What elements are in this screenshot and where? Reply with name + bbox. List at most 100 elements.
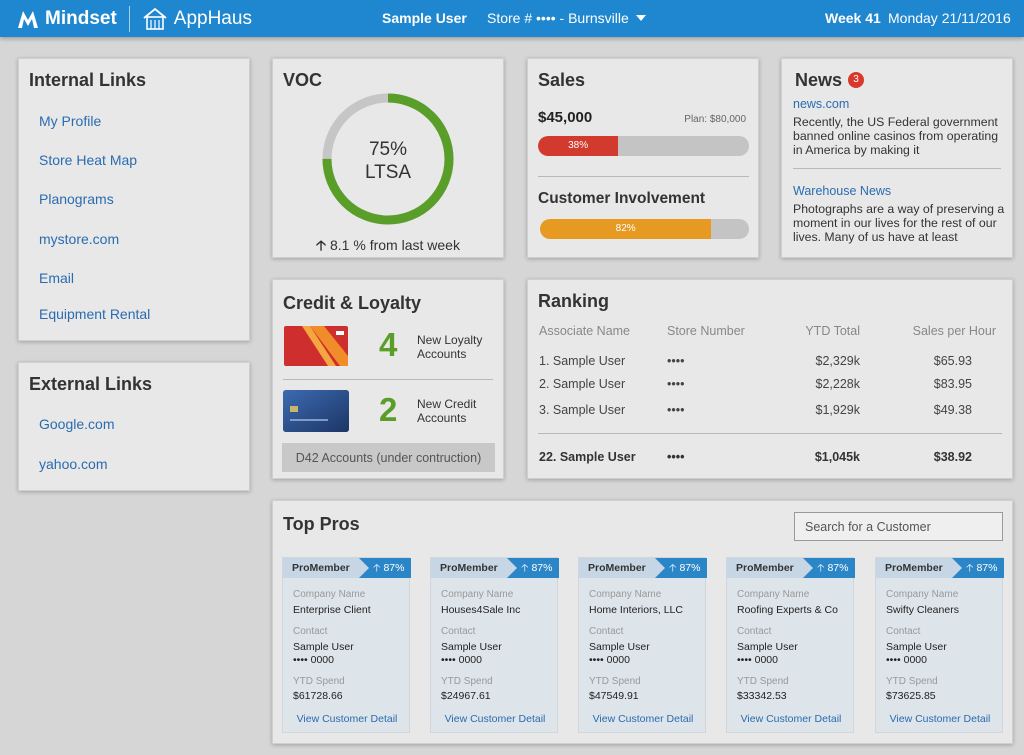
credit-count: 2	[379, 391, 398, 428]
spend-label: YTD Spend	[293, 676, 345, 687]
credit-loyalty-card: Credit & Loyalty 4 New Loyalty Accounts …	[272, 279, 504, 479]
pro-growth-badge: 🡡 87%	[507, 558, 559, 578]
pro-card-header: ProMember 🡡 87%	[283, 558, 411, 578]
link-yahoo[interactable]: yahoo.com	[39, 456, 108, 472]
voc-card: VOC 75% LTSA 🡡 8.1 % from last week	[272, 58, 504, 258]
associate-name: 3. Sample User	[539, 403, 626, 417]
voc-label: LTSA	[364, 162, 412, 183]
brand[interactable]: Mindset AppHaus	[16, 5, 252, 32]
news-snippet: Recently, the US Federal government bann…	[793, 115, 999, 157]
sales-amount: $45,000	[538, 109, 593, 126]
contact-phone: •••• 0000	[737, 654, 778, 666]
view-customer-detail-link[interactable]: View Customer Detail	[296, 713, 398, 725]
contact-phone: •••• 0000	[886, 654, 927, 666]
company-name: Houses4Sale Inc	[441, 604, 521, 616]
sales-per-hour: $49.38	[933, 403, 972, 417]
pro-growth-value: 87%	[679, 562, 701, 574]
ytd-spend: $24967.61	[441, 690, 491, 702]
ytd-spend: $47549.91	[589, 690, 639, 702]
company-label: Company Name	[441, 589, 514, 600]
pro-growth-badge: 🡡 87%	[359, 558, 411, 578]
news-source-link[interactable]: Warehouse News	[793, 184, 892, 198]
company-name: Swifty Cleaners	[886, 604, 959, 616]
voc-trend: 🡡 8.1 % from last week	[273, 235, 503, 259]
sales-per-hour: $65.93	[933, 354, 972, 368]
pro-card: ProMember 🡡 87% Company Name Home Interiors…	[578, 557, 707, 733]
external-links-card: External Links Google.com yahoo.com	[18, 362, 250, 491]
store-label: Store # •••• - Burnsville	[487, 10, 629, 26]
pro-card: ProMember 🡡 87% Company Name Houses4Sale In…	[430, 557, 559, 733]
col-header-store: Store Number	[667, 324, 745, 338]
pro-card-header: ProMember 🡡 87%	[579, 558, 707, 578]
store-selector[interactable]: Store # •••• - Burnsville	[487, 10, 646, 26]
link-email[interactable]: Email	[39, 270, 75, 286]
contact-name: Sample User	[886, 641, 947, 653]
pro-card-header: ProMember 🡡 87%	[431, 558, 559, 578]
app-name: AppHaus	[173, 7, 252, 29]
link-my-profile[interactable]: My Profile	[39, 113, 102, 129]
voc-ring-value	[322, 93, 454, 225]
contact-phone: •••• 0000	[293, 654, 334, 666]
arrow-up-icon: 🡡	[373, 562, 381, 574]
pro-growth-badge: 🡡 87%	[655, 558, 707, 578]
credit-label: New Credit Accounts	[417, 397, 477, 425]
card-title: Internal Links	[29, 70, 147, 90]
pro-growth-badge: 🡡 87%	[952, 558, 1004, 578]
pro-card-header: ProMember 🡡 87%	[727, 558, 855, 578]
current-user: Sample User	[382, 10, 467, 26]
link-google[interactable]: Google.com	[39, 416, 115, 432]
link-equipment-rental[interactable]: Equipment Rental	[39, 306, 151, 322]
ytd-spend: $61728.66	[293, 690, 343, 702]
brand-name: Mindset	[45, 7, 117, 29]
sales-per-hour: $83.95	[933, 377, 972, 391]
arrow-up-icon: 🡡	[817, 562, 825, 574]
company-label: Company Name	[886, 589, 959, 600]
apphaus-logo-icon	[143, 7, 167, 30]
store-number: ••••	[667, 377, 685, 391]
pro-member-tag: ProMember	[736, 562, 794, 574]
involvement-progress-fill: 82%	[540, 219, 712, 239]
card-title: Sales	[538, 70, 586, 90]
pro-growth-badge: 🡡 87%	[803, 558, 855, 578]
store-number: ••••	[667, 450, 685, 464]
sales-plan: Plan: $80,000	[684, 114, 746, 125]
pro-member-tag: ProMember	[588, 562, 646, 574]
pro-member-tag: ProMember	[440, 562, 498, 574]
view-customer-detail-link[interactable]: View Customer Detail	[889, 713, 991, 725]
ytd-total: $2,228k	[815, 377, 860, 391]
d42-accounts-button[interactable]: D42 Accounts (under contruction)	[282, 443, 495, 472]
spend-label: YTD Spend	[589, 676, 641, 687]
divider	[793, 168, 1001, 169]
view-customer-detail-link[interactable]: View Customer Detail	[444, 713, 546, 725]
divider	[538, 176, 749, 177]
pro-member-tag: ProMember	[885, 562, 943, 574]
company-label: Company Name	[589, 589, 662, 600]
link-store-heat-map[interactable]: Store Heat Map	[39, 152, 138, 168]
view-customer-detail-link[interactable]: View Customer Detail	[740, 713, 842, 725]
divider	[538, 433, 1002, 434]
pro-card: ProMember 🡡 87% Company Name Roofing Expert…	[726, 557, 855, 733]
week-label: Week 41	[825, 10, 881, 26]
arrow-up-icon: 🡡	[966, 562, 974, 574]
pro-growth-value: 87%	[383, 562, 405, 574]
company-name: Enterprise Client	[293, 604, 371, 616]
ytd-spend: $33342.53	[737, 690, 787, 702]
pro-member-tag: ProMember	[292, 562, 350, 574]
sales-progress-fill: 38%	[538, 136, 619, 156]
sales-progress-bar: 38%	[538, 136, 749, 156]
link-mystore[interactable]: mystore.com	[39, 231, 120, 247]
sales-per-hour: $38.92	[933, 450, 972, 464]
involvement-progress-bar: 82%	[540, 219, 749, 239]
credit-card-icon	[283, 390, 349, 432]
col-header-sph: Sales per Hour	[912, 324, 996, 338]
col-header-ytd: YTD Total	[805, 324, 860, 338]
news-source-link[interactable]: news.com	[793, 97, 850, 111]
customer-search-input[interactable]	[794, 512, 1003, 541]
store-number: ••••	[667, 354, 685, 368]
card-title: VOC	[283, 70, 323, 90]
store-number: ••••	[667, 403, 685, 417]
view-customer-detail-link[interactable]: View Customer Detail	[592, 713, 694, 725]
pro-card-header: ProMember 🡡 87%	[876, 558, 1004, 578]
link-planograms[interactable]: Planograms	[39, 191, 114, 207]
pro-card: ProMember 🡡 87% Company Name Swifty Cleaner…	[875, 557, 1004, 733]
